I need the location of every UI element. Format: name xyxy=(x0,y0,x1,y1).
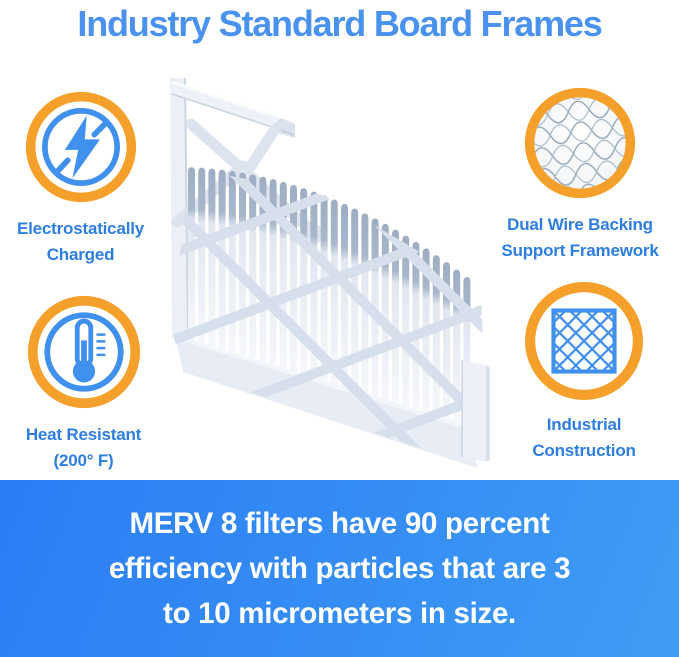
thermometer-icon xyxy=(6,294,161,410)
feature-dual-wire-backing: Dual Wire Backing Support Framework xyxy=(498,86,662,264)
banner-text-line: MERV 8 filters have 90 percent xyxy=(129,507,550,540)
feature-label-line: Construction xyxy=(532,441,636,460)
wire-mesh-icon xyxy=(498,86,662,200)
feature-label-line: Industrial xyxy=(546,415,622,434)
banner-text-line: efficiency with particles that are 3 xyxy=(108,552,571,585)
feature-label-line: Support Framework xyxy=(501,241,659,260)
lattice-grid-icon xyxy=(500,280,668,402)
feature-industrial-construction: Industrial Construction xyxy=(500,280,668,464)
feature-label-line: Heat Resistant xyxy=(25,425,142,444)
feature-label-line: Dual Wire Backing xyxy=(507,215,653,234)
banner: MERV 8 filters have 90 percent efficienc… xyxy=(0,480,679,657)
feature-label-line: Charged xyxy=(46,245,115,264)
feature-electrostatically-charged: Electrostatically Charged xyxy=(3,90,158,268)
feature-heat-resistant: Heat Resistant (200° F) xyxy=(6,294,161,474)
lightning-bolt-icon xyxy=(3,90,158,204)
feature-label-line: (200° F) xyxy=(53,451,114,470)
air-filter-product-image xyxy=(170,77,490,470)
banner-text-line: to 10 micrometers in size. xyxy=(163,597,516,630)
feature-label-line: Electrostatically xyxy=(17,219,144,238)
page-title: Industry Standard Board Frames xyxy=(77,3,602,44)
